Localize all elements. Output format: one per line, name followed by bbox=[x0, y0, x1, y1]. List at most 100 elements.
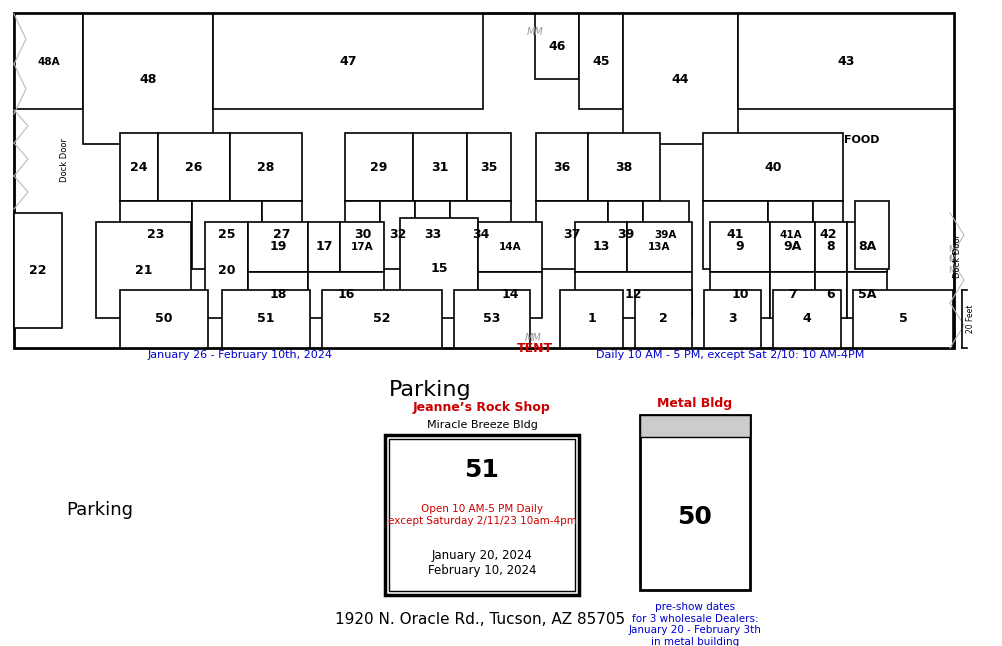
Bar bbox=[702, 133, 842, 201]
Bar bbox=[535, 201, 607, 269]
Text: 44: 44 bbox=[671, 72, 688, 85]
Bar bbox=[852, 290, 952, 348]
Bar bbox=[96, 222, 190, 318]
Bar bbox=[815, 272, 846, 318]
Bar bbox=[191, 201, 262, 269]
Bar bbox=[345, 133, 413, 201]
Bar bbox=[709, 272, 770, 318]
Text: 20: 20 bbox=[217, 264, 235, 276]
Text: 6: 6 bbox=[826, 289, 835, 302]
Text: 25: 25 bbox=[218, 229, 235, 242]
Bar bbox=[574, 272, 691, 318]
Text: 51: 51 bbox=[464, 458, 499, 482]
Text: 1: 1 bbox=[586, 313, 595, 326]
Text: 19: 19 bbox=[270, 240, 287, 253]
Bar bbox=[574, 222, 626, 272]
Text: 5A: 5A bbox=[857, 289, 876, 302]
Bar bbox=[587, 133, 659, 201]
Text: 42: 42 bbox=[819, 229, 836, 242]
Text: 18: 18 bbox=[270, 289, 287, 302]
Bar bbox=[389, 439, 574, 591]
Bar bbox=[642, 201, 688, 269]
Text: Open 10 AM-5 PM Daily
except Saturday 2/11/23 10am-4pm: Open 10 AM-5 PM Daily except Saturday 2/… bbox=[387, 504, 576, 526]
Bar bbox=[768, 201, 813, 269]
Text: 48A: 48A bbox=[38, 56, 60, 67]
Bar bbox=[709, 222, 770, 272]
Text: 21: 21 bbox=[134, 264, 152, 276]
Bar bbox=[737, 14, 953, 109]
Text: 24: 24 bbox=[130, 160, 147, 174]
Text: 38: 38 bbox=[615, 160, 632, 174]
Text: 17A: 17A bbox=[351, 242, 373, 252]
Bar bbox=[212, 14, 483, 109]
Text: 43: 43 bbox=[837, 55, 854, 68]
Bar bbox=[639, 415, 749, 437]
Text: pre-show dates
for 3 wholesale Dealers:
January 20 - February 3th
in metal build: pre-show dates for 3 wholesale Dealers: … bbox=[628, 602, 761, 646]
Bar bbox=[380, 201, 415, 269]
Text: 1920 N. Oracle Rd., Tucson, AZ 85705: 1920 N. Oracle Rd., Tucson, AZ 85705 bbox=[335, 612, 624, 627]
Text: 51: 51 bbox=[257, 313, 275, 326]
Text: 30: 30 bbox=[354, 229, 371, 242]
Text: 40: 40 bbox=[764, 160, 781, 174]
Bar bbox=[813, 201, 842, 269]
Bar bbox=[413, 133, 467, 201]
Bar bbox=[478, 222, 541, 272]
Bar bbox=[773, 290, 840, 348]
Text: January 26 - February 10th, 2024: January 26 - February 10th, 2024 bbox=[147, 350, 333, 360]
Bar bbox=[815, 222, 846, 272]
Text: 14: 14 bbox=[501, 289, 518, 302]
Text: 4: 4 bbox=[802, 313, 811, 326]
Text: 50: 50 bbox=[677, 506, 711, 530]
Bar bbox=[607, 201, 642, 269]
Text: 52: 52 bbox=[373, 313, 391, 326]
Bar bbox=[846, 222, 886, 272]
Bar bbox=[622, 14, 737, 144]
Bar bbox=[340, 222, 384, 272]
Text: 46: 46 bbox=[548, 40, 565, 53]
Bar bbox=[770, 272, 815, 318]
Text: 39: 39 bbox=[616, 229, 633, 242]
Text: 22: 22 bbox=[29, 264, 47, 277]
Bar bbox=[229, 133, 302, 201]
Bar bbox=[322, 290, 442, 348]
Bar bbox=[345, 201, 380, 269]
Bar bbox=[158, 133, 229, 201]
Text: 37: 37 bbox=[563, 229, 580, 242]
Text: 50: 50 bbox=[155, 313, 172, 326]
Text: 9A: 9A bbox=[783, 240, 801, 253]
Text: 13: 13 bbox=[592, 240, 609, 253]
Text: 29: 29 bbox=[370, 160, 388, 174]
Text: 3: 3 bbox=[727, 313, 736, 326]
Text: Dock Door: Dock Door bbox=[953, 234, 962, 278]
Text: Parking: Parking bbox=[389, 380, 471, 400]
Bar bbox=[247, 272, 308, 318]
Text: 36: 36 bbox=[553, 160, 570, 174]
Text: 32: 32 bbox=[389, 229, 406, 242]
Bar bbox=[535, 133, 587, 201]
Text: 28: 28 bbox=[258, 160, 275, 174]
Text: 13A: 13A bbox=[647, 242, 670, 252]
Text: January 20, 2024
February 10, 2024: January 20, 2024 February 10, 2024 bbox=[427, 549, 536, 577]
Text: FOOD: FOOD bbox=[844, 135, 879, 145]
Bar bbox=[415, 201, 450, 269]
Text: 10: 10 bbox=[730, 289, 748, 302]
Text: 41A: 41A bbox=[779, 230, 801, 240]
Text: 41: 41 bbox=[726, 229, 743, 242]
Bar bbox=[221, 290, 310, 348]
Text: 9: 9 bbox=[734, 240, 743, 253]
Text: 5: 5 bbox=[898, 313, 907, 326]
Bar bbox=[770, 222, 815, 272]
Bar bbox=[14, 13, 953, 348]
Text: 31: 31 bbox=[431, 160, 448, 174]
Text: 7: 7 bbox=[788, 289, 796, 302]
Bar bbox=[626, 222, 691, 272]
Text: 12: 12 bbox=[624, 289, 641, 302]
Bar bbox=[578, 14, 622, 109]
Bar bbox=[454, 290, 529, 348]
Bar bbox=[559, 290, 622, 348]
Bar bbox=[634, 290, 691, 348]
Bar bbox=[385, 435, 578, 595]
Bar bbox=[846, 272, 886, 318]
Bar bbox=[639, 415, 749, 590]
Text: 34: 34 bbox=[471, 229, 489, 242]
